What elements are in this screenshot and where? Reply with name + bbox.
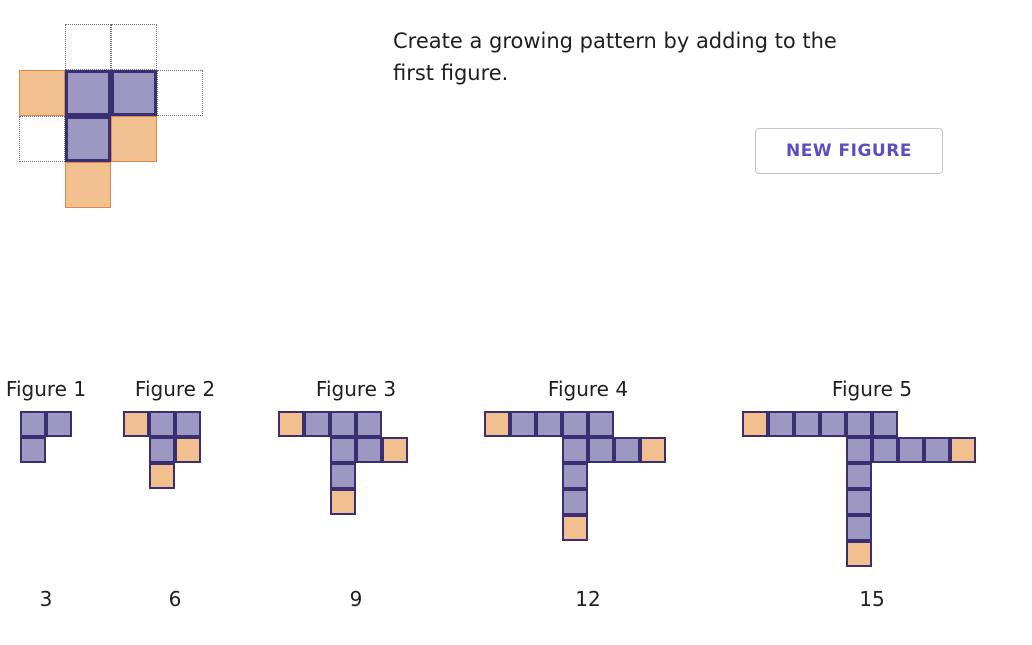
editor-cell-added[interactable] [111,116,157,162]
figure-square-base [20,411,46,437]
figure-square-base [149,411,175,437]
figure-title: Figure 3 [315,377,397,401]
figure-square-base [20,437,46,463]
figure-square-base [768,411,794,437]
editor-cell-empty[interactable] [19,116,65,162]
figure-square-base [614,437,640,463]
pattern-editor-grid[interactable] [0,0,220,220]
figure-title: Figure 2 [134,377,216,401]
figure-square-base [562,411,588,437]
figure-square-count: 9 [349,587,363,611]
figure-square-base [536,411,562,437]
figure-square-base [846,463,872,489]
figure-square-base [356,437,382,463]
figure-title: Figure 1 [5,377,87,401]
editor-cell-empty[interactable] [65,24,111,70]
new-figure-button[interactable]: NEW FIGURE [755,128,943,174]
figure-square-base [924,437,950,463]
figure-square-base [175,411,201,437]
figure-square-base [356,411,382,437]
figure-square-base [304,411,330,437]
editor-cell-empty[interactable] [111,24,157,70]
figure-square-base [820,411,846,437]
figure-square-base [846,489,872,515]
figure-square-base [330,411,356,437]
figure-square-base [846,411,872,437]
figure-square-added [149,463,175,489]
figure-title: Figure 4 [547,377,629,401]
figure-square-base [330,437,356,463]
figure-square-added [742,411,768,437]
figure-square-added [175,437,201,463]
figure-square-added [123,411,149,437]
figure-square-base [46,411,72,437]
figure-square-count: 6 [168,587,182,611]
editor-cell-added[interactable] [65,162,111,208]
figure-square-count: 12 [575,587,601,611]
figure-square-base [588,411,614,437]
figure-square-base [872,411,898,437]
figure-square-added [846,541,872,567]
editor-cell-base[interactable] [65,116,111,162]
instructions-text: Create a growing pattern by adding to th… [393,29,837,85]
figure-square-added [484,411,510,437]
figure-square-added [330,489,356,515]
figure-square-base [510,411,536,437]
editor-cell-base[interactable] [111,70,157,116]
figure-square-base [846,515,872,541]
editor-cell-empty[interactable] [157,70,203,116]
figure-square-added [382,437,408,463]
figure-square-base [794,411,820,437]
figure-square-base [898,437,924,463]
figure-square-base [330,463,356,489]
figure-square-count: 3 [39,587,53,611]
figure-square-added [562,515,588,541]
figure-square-added [950,437,976,463]
figure-square-added [278,411,304,437]
figure-square-base [562,463,588,489]
figure-title: Figure 5 [831,377,913,401]
editor-cell-added[interactable] [19,70,65,116]
figure-square-base [149,437,175,463]
editor-cell-base[interactable] [65,70,111,116]
figure-square-base [872,437,898,463]
figure-square-base [846,437,872,463]
figure-square-added [640,437,666,463]
figure-square-count: 15 [859,587,885,611]
figure-square-base [562,489,588,515]
figure-square-base [588,437,614,463]
figure-square-base [562,437,588,463]
